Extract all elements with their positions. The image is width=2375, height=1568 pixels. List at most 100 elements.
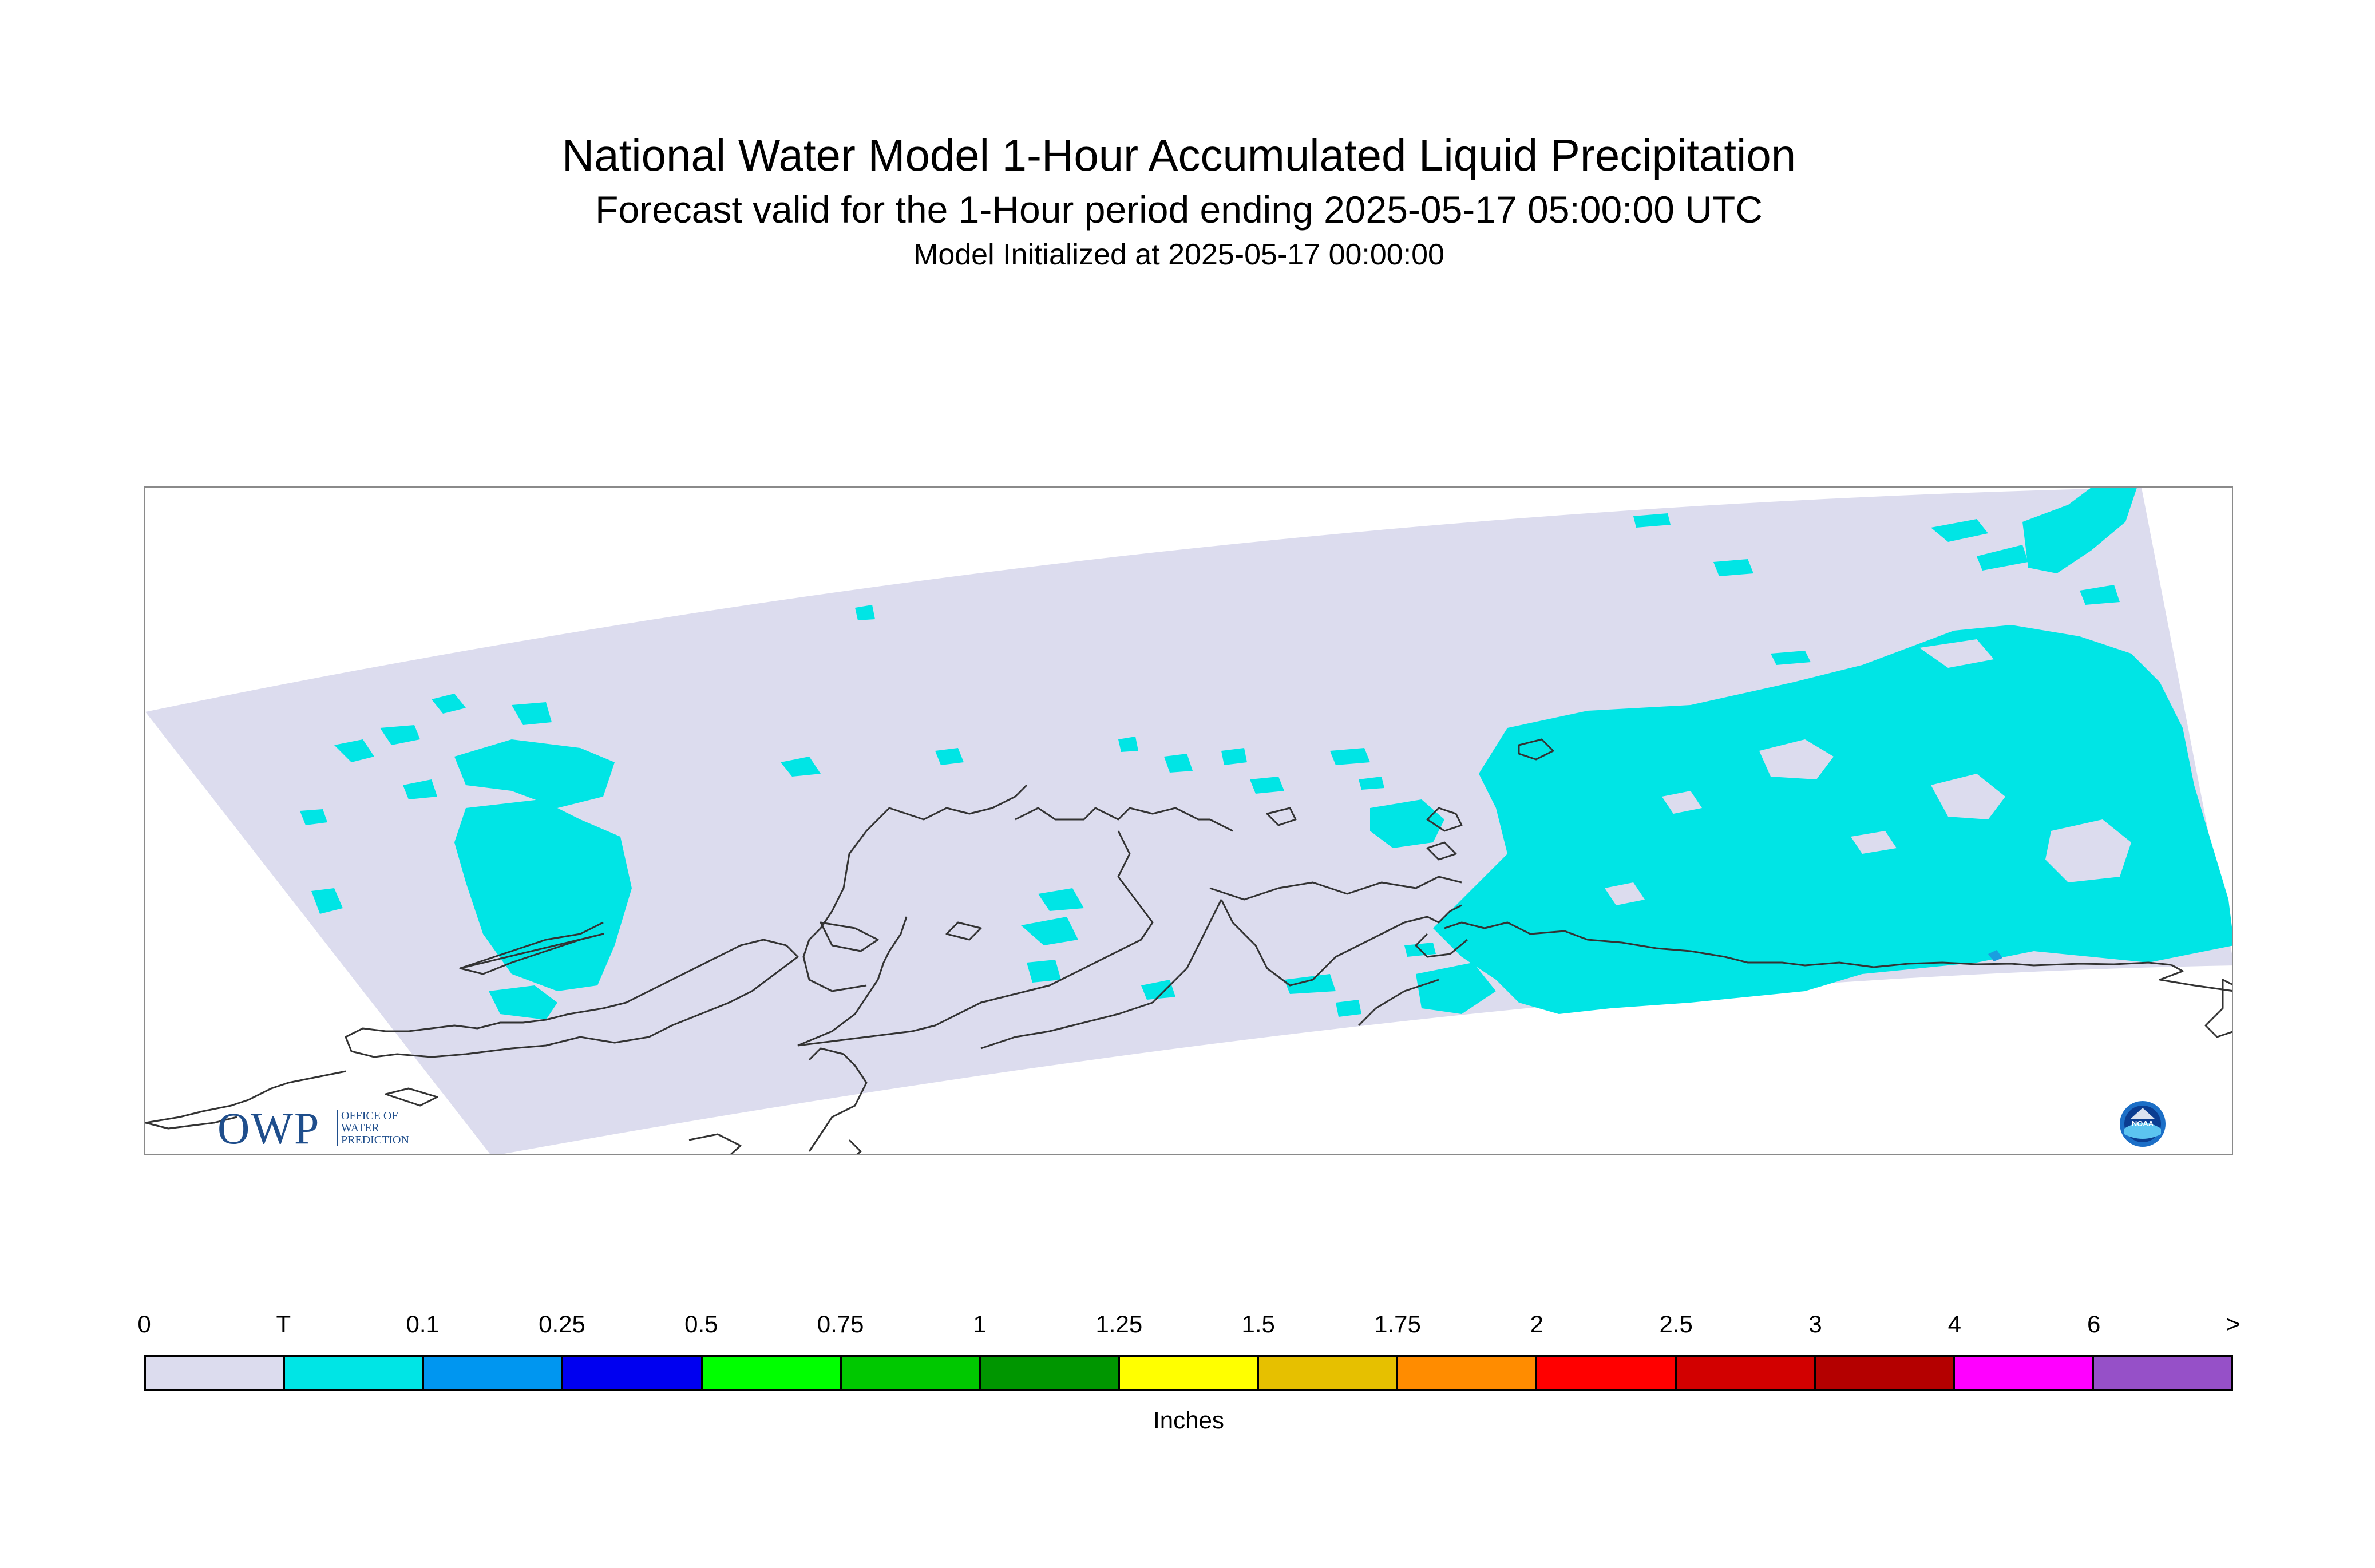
coastline-28 xyxy=(848,1139,862,1154)
coastline-25 xyxy=(145,1116,238,1130)
legend-tick-label: 4 xyxy=(1948,1310,1962,1337)
coastline-12 xyxy=(460,921,604,969)
coastline-2 xyxy=(1415,933,1468,958)
noaa-logo-icon: NOAA xyxy=(2120,1101,2166,1147)
legend-swatch-5 xyxy=(841,1357,981,1389)
legend-swatch-14 xyxy=(2093,1357,2232,1389)
owp-logo: OWP OFFICE OF WATER PREDICTION xyxy=(217,1106,446,1151)
precip-area-3 xyxy=(575,837,615,871)
precip-area-35 xyxy=(1633,513,1671,528)
legend-swatch-11 xyxy=(1676,1357,1816,1389)
legend-swatch-12 xyxy=(1815,1357,1955,1389)
precip-area-12 xyxy=(935,748,964,765)
coastline-22 xyxy=(1357,979,1439,1027)
precip-area-19 xyxy=(1250,777,1284,794)
legend-swatch-13 xyxy=(1954,1357,2094,1389)
coastline-16 xyxy=(980,899,1222,1050)
coastline-21 xyxy=(1518,738,1554,761)
precip-area-30 xyxy=(855,605,875,620)
precip-area-28 xyxy=(1771,651,1811,665)
precip-area-18 xyxy=(1221,748,1247,765)
legend-tick-label: 0.25 xyxy=(539,1310,585,1337)
precip-areas xyxy=(300,488,2232,1020)
model-init-line: Model Initialized at 2025-05-17 00:00:00 xyxy=(913,238,1444,271)
coastline-15 xyxy=(808,1047,868,1152)
legend-tick-label: 1 xyxy=(973,1310,987,1337)
precip-area-37 xyxy=(1370,799,1444,848)
coastline-14 xyxy=(345,939,799,1058)
legend-tick-label: 0.75 xyxy=(817,1310,864,1337)
dry-pocket-6 xyxy=(1919,639,1994,668)
map-panel: OWP OFFICE OF WATER PREDICTION NOAA xyxy=(144,486,2233,1155)
dry-pocket-2 xyxy=(1662,791,1702,814)
owp-sub-line-1: OFFICE OF xyxy=(341,1110,398,1122)
coastline-9 xyxy=(945,921,982,941)
coastline-7 xyxy=(797,916,908,1047)
coastline-3 xyxy=(1209,876,1462,901)
dry-pockets xyxy=(1605,639,2131,905)
precip-area-11 xyxy=(781,757,821,777)
owp-sub-line-2: WATER xyxy=(341,1122,379,1134)
coastline-18 xyxy=(1404,904,1462,924)
legend-units: Inches xyxy=(1153,1407,1224,1434)
legend-swatch-6 xyxy=(980,1357,1120,1389)
precip-area-32 xyxy=(1931,519,1988,542)
legend-tick-label: T xyxy=(276,1310,291,1337)
precip-area-23 xyxy=(1359,777,1384,790)
precip-area-21 xyxy=(1284,974,1336,994)
dry-pocket-1 xyxy=(1931,774,2005,819)
legend-tick-label: 2 xyxy=(1530,1310,1544,1337)
legend-swatch-8 xyxy=(1259,1357,1399,1389)
dry-pocket-4 xyxy=(1851,831,1897,854)
legend-tick-label: 3 xyxy=(1808,1310,1822,1337)
coastline-23 xyxy=(2204,979,2232,1038)
legend-tick-label: 2.5 xyxy=(1659,1310,1693,1337)
precip-area-33 xyxy=(1977,545,2028,571)
forecast-valid-line: Forecast valid for the 1-Hour period end… xyxy=(595,188,1763,231)
coastline-20 xyxy=(1426,841,1457,861)
precip-area-4 xyxy=(334,739,374,762)
legend-swatch-4 xyxy=(702,1357,842,1389)
legend-tick-label: 1.25 xyxy=(1095,1310,1143,1337)
coastline-8 xyxy=(820,921,879,952)
precip-area-34 xyxy=(2080,585,2120,605)
coastline-24 xyxy=(145,1070,346,1124)
legend-tick-label: 0.5 xyxy=(684,1310,718,1337)
precipitation-map xyxy=(145,488,2232,1154)
precip-area-10 xyxy=(403,779,437,799)
legend-tick-label: 6 xyxy=(2087,1310,2101,1337)
precip-area-5 xyxy=(380,725,420,745)
coastline-17 xyxy=(1220,899,1405,987)
coastline-27 xyxy=(688,1133,742,1154)
legend-tick-label: 1.5 xyxy=(1241,1310,1275,1337)
precip-area-0 xyxy=(454,739,615,808)
owp-logo-subtitle: OFFICE OF WATER PREDICTION xyxy=(337,1110,409,1146)
precip-area-13 xyxy=(1038,888,1084,911)
dry-pocket-5 xyxy=(1605,882,1645,905)
legend-color-bar xyxy=(144,1355,2233,1391)
precip-area-14 xyxy=(1021,917,1078,945)
precip-area-22 xyxy=(1330,748,1370,765)
legend-swatch-3 xyxy=(563,1357,703,1389)
coastline-6 xyxy=(797,996,1004,1047)
legend-swatch-2 xyxy=(424,1357,564,1389)
light-precip-spot xyxy=(1988,950,2002,961)
legend-swatch-7 xyxy=(1119,1357,1260,1389)
legend-tick-label: 0 xyxy=(137,1310,151,1337)
precip-area-17 xyxy=(1164,754,1193,773)
precip-area-6 xyxy=(432,694,466,714)
precip-area-2 xyxy=(489,985,557,1020)
legend-swatch-10 xyxy=(1537,1357,1677,1389)
legend-swatch-9 xyxy=(1398,1357,1538,1389)
precip-area-20 xyxy=(1141,980,1175,1000)
coastline-4 xyxy=(1015,807,1233,832)
precip-area-15 xyxy=(1027,960,1061,983)
noaa-logo-text: NOAA xyxy=(2132,1119,2154,1128)
precip-area-9 xyxy=(311,888,343,914)
coastline-0 xyxy=(1444,921,2172,968)
legend-swatch-0 xyxy=(146,1357,286,1389)
owp-logo-letters: OWP xyxy=(217,1103,320,1153)
legend-tick-label: 0.1 xyxy=(406,1310,440,1337)
coastline-19 xyxy=(1426,807,1463,832)
legend-swatch-1 xyxy=(285,1357,425,1389)
